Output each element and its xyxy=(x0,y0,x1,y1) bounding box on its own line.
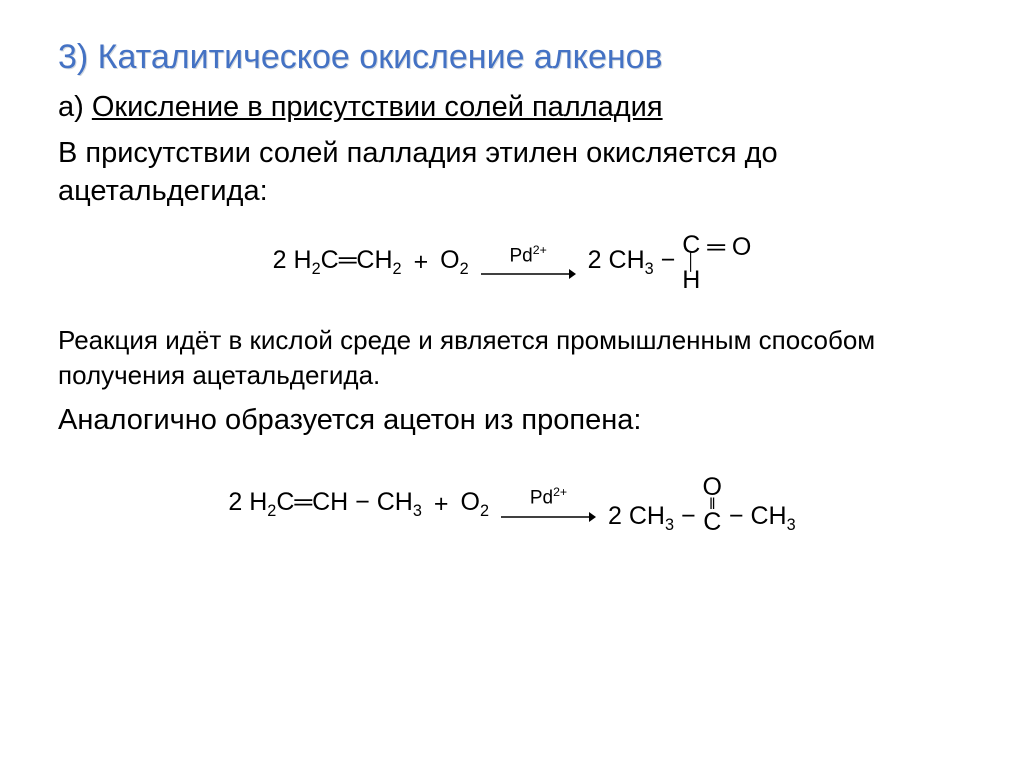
eq2-ketone-carbon: C ‖ O xyxy=(703,475,722,535)
section-heading: 3) Каталитическое окисление алкенов xyxy=(58,38,966,77)
equation-1: 2 H2C═CH2 + O2 Pd2+ 2 CH3 − C │ H ═ O xyxy=(58,233,966,293)
heading-text: 3) Каталитическое окисление алкенов xyxy=(58,38,663,76)
equation-2: 2 H2C═CH − CH3 + O2 Pd2+ 2 CH3 − C ‖ O −… xyxy=(58,475,966,535)
eq1-plus: + xyxy=(414,248,429,277)
subheading-text: Окисление в присутствии солей палладия xyxy=(92,91,663,123)
paragraph-1: В присутствии солей палладия этилен окис… xyxy=(58,134,966,211)
paragraph-3: Аналогично образуется ацетон из пропена: xyxy=(58,401,966,439)
eq2-arrow: Pd2+ xyxy=(501,486,596,523)
eq1-product: 2 CH3 − C │ H ═ O xyxy=(588,233,752,293)
eq1-arrow: Pd2+ xyxy=(481,244,576,281)
eq2-plus: + xyxy=(434,490,449,519)
subsection-heading: а) Окисление в присутствии солей паллади… xyxy=(58,91,966,124)
eq2-catalyst: Pd2+ xyxy=(530,486,567,507)
eq2-reactant-2: O2 xyxy=(460,488,489,521)
paragraph-2: Реакция идёт в кислой среде и является п… xyxy=(58,323,966,393)
arrow-icon xyxy=(501,510,596,524)
eq2-reactant-1: 2 H2C═CH − CH3 xyxy=(228,488,422,521)
eq1-reactant-1: 2 H2C═CH2 xyxy=(273,246,402,279)
eq1-reactant-2: O2 xyxy=(440,246,469,279)
eq2-product: 2 CH3 − C ‖ O − CH3 xyxy=(608,475,796,535)
eq1-aldehyde-carbon: C │ H xyxy=(682,233,700,293)
arrow-icon xyxy=(481,267,576,281)
eq1-catalyst: Pd2+ xyxy=(510,244,547,265)
subheading-label: а) xyxy=(58,91,92,123)
